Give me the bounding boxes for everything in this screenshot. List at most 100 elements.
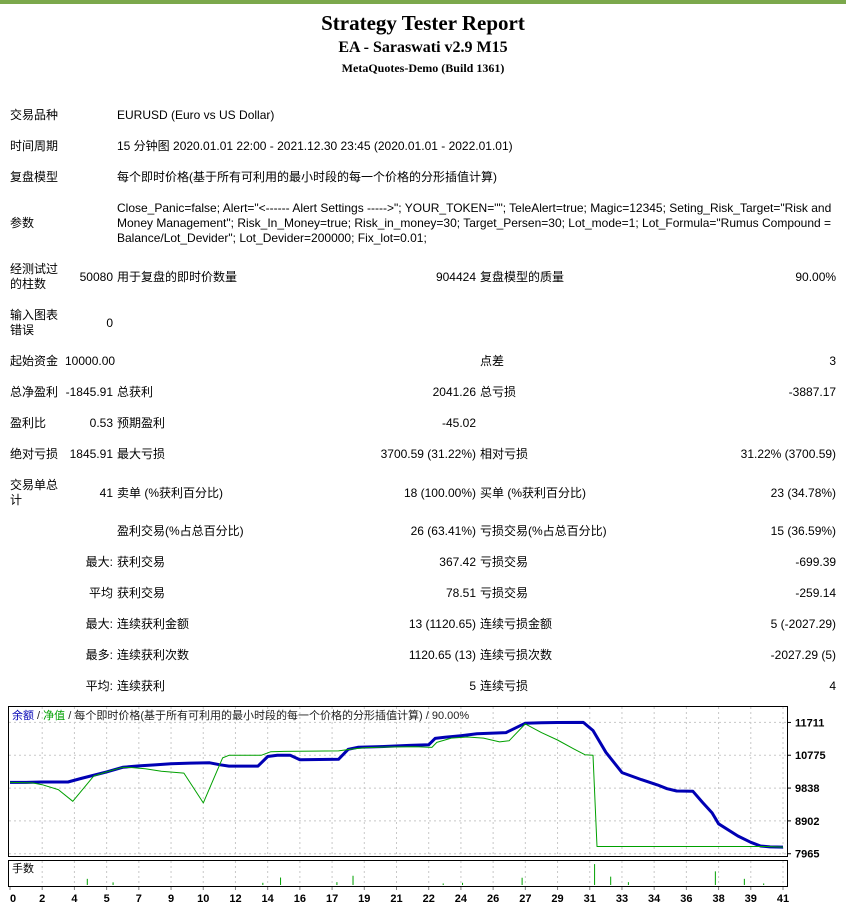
table-row: 总净盈利 -1845.91 总获利 2041.26 总亏损 -3887.17 (8, 377, 838, 408)
row-label (8, 609, 63, 640)
x-tick-label: 34 (648, 893, 661, 905)
x-tick-label: 17 (326, 893, 338, 905)
table-row: 平均 获利交易 78.51 亏损交易 -259.14 (8, 578, 838, 609)
metric-label: 最大亏损 (117, 447, 166, 461)
y-tick-label: 7965 (795, 849, 819, 861)
metric-label (478, 300, 728, 346)
table-row: 起始资金 10000.00 点差 3 (8, 346, 838, 377)
value-cell: 最大: (85, 617, 113, 631)
metric-label: 预期盈利 (117, 416, 166, 430)
value-cell: 平均 (88, 586, 113, 600)
value-cell (63, 193, 115, 254)
metric-label: EURUSD (Euro vs US Dollar) (117, 108, 275, 122)
value-cell: 最多: (85, 648, 113, 662)
value-cell (63, 516, 115, 547)
x-tick-label: 38 (712, 893, 724, 905)
metric-label: 连续亏损 (480, 679, 529, 693)
metric-label: 每个即时价格(基于所有可利用的最小时段的每一个价格的分形插值计算) (117, 170, 497, 184)
value-cell: 31.22% (3700.59) (740, 447, 837, 461)
plot-area (8, 706, 788, 857)
value-cell: 13 (1120.65) (408, 617, 476, 631)
row-label: 时间周期 (10, 139, 59, 153)
x-tick-label: 36 (680, 893, 692, 905)
metric-label: 买单 (%获利百分比) (480, 485, 586, 500)
x-tick-label: 9 (168, 893, 174, 905)
value-cell: 2041.26 (432, 385, 476, 399)
server-build: MetaQuotes-Demo (Build 1361) (341, 61, 505, 75)
value-cell: 23 (34.78%) (770, 485, 837, 500)
x-tick-label: 0 (10, 893, 16, 905)
balance-chart: 11711 10775 9838 8902 7965 0 2 4 5 7 9 10 12 14 16 17 19… (8, 706, 838, 906)
x-tick-label: 7 (136, 893, 142, 905)
x-tick-label: 21 (390, 893, 402, 905)
x-tick-label: 31 (584, 893, 596, 905)
table-row: 最多: 连续获利次数 1120.65 (13) 连续亏损次数 -2027.29 (5) (8, 640, 838, 671)
value-cell (728, 408, 838, 439)
table-row: 绝对亏损 1845.91 最大亏损 3700.59 (31.22%) 相对亏损 31.22… (8, 439, 838, 470)
table-row: 输入图表错误 0 (8, 300, 838, 346)
value-cell (370, 346, 478, 377)
metric-label: 亏损交易(%占总百分比) (480, 524, 607, 538)
metric-label: 连续获利金额 (117, 617, 190, 631)
metric-label: 连续亏损次数 (480, 648, 553, 662)
metric-label: 复盘模型的质量 (480, 269, 565, 284)
row-label (8, 516, 63, 547)
value-cell: 0.53 (89, 416, 113, 430)
value-cell (728, 300, 838, 346)
value-cell (370, 300, 478, 346)
value-cell: -699.39 (795, 555, 837, 569)
x-tick-label: 12 (229, 893, 241, 905)
x-tick-label: 29 (551, 893, 563, 905)
table-row: 经测试过的柱数 50080 用于复盘的即时价数量 904424 复盘模型的质量 90.00… (8, 254, 838, 300)
metric-label: 总获利 (117, 385, 154, 399)
value-cell: -2027.29 (5) (770, 648, 837, 662)
value-cell: 26 (63.41%) (410, 524, 476, 538)
row-label: 绝对亏损 (10, 447, 59, 461)
metric-label (115, 300, 370, 346)
report-page: Strategy Tester Report EA - Saraswati v2… (0, 4, 846, 906)
value-cell: 50080 (79, 269, 113, 284)
row-label: 参数 (10, 216, 35, 230)
row-label: 经测试过的柱数 (10, 262, 59, 291)
value-cell: 10000.00 (65, 354, 116, 368)
x-tick-label: 39 (745, 893, 757, 905)
value-cell: -1845.91 (65, 385, 113, 399)
report-title: Strategy Tester Report (321, 11, 525, 35)
x-tick-label: 14 (262, 893, 275, 905)
metric-label: 相对亏损 (480, 447, 529, 461)
y-tick-label: 10775 (795, 750, 826, 762)
value-cell: 平均: (85, 679, 113, 693)
metric-label (115, 346, 370, 377)
x-tick-label: 2 (39, 893, 45, 905)
value-cell: 3700.59 (31.22%) (380, 447, 476, 461)
value-cell (63, 131, 115, 162)
value-cell: -259.14 (795, 586, 837, 600)
ea-name: EA - Saraswati v2.9 M15 (338, 39, 508, 56)
value-cell: -45.02 (441, 416, 476, 430)
table-row: 交易单总计 41 卖单 (%获利百分比) 18 (100.00%) 买单 (%获利百分比… (8, 470, 838, 516)
row-label: 复盘模型 (10, 170, 59, 184)
value-cell: 904424 (435, 269, 476, 284)
x-tick-label: 33 (616, 893, 628, 905)
y-tick-label: 9838 (795, 783, 819, 795)
metric-label: 总亏损 (480, 385, 517, 399)
metric-label: 获利交易 (117, 586, 166, 600)
value-cell: 1120.65 (13) (408, 648, 476, 662)
x-tick-label: 22 (423, 893, 435, 905)
y-tick-label: 11711 (795, 717, 824, 729)
chart-legend: 余额 / 净值 / 每个即时价格(基于所有可利用的最小时段的每一个价格的分形插值… (12, 708, 469, 722)
metric-label: 获利交易 (117, 555, 166, 569)
metric-label: 连续获利 (117, 679, 166, 693)
table-row: 交易品种 EURUSD (Euro vs US Dollar) (8, 100, 838, 131)
row-label: 总净盈利 (10, 385, 59, 399)
table-row: 时间周期 15 分钟图 2020.01.01 22:00 - 2021.12.30… (8, 131, 838, 162)
row-label: 起始资金 (10, 354, 59, 368)
metric-label: 盈利交易(%占总百分比) (117, 524, 244, 538)
metric-label: Close_Panic=false; Alert="<------ Alert … (117, 201, 832, 245)
equity-line (9, 723, 784, 848)
metric-label: 用于复盘的即时价数量 (117, 269, 238, 284)
value-cell: 最大: (85, 555, 113, 569)
value-cell: 5 (-2027.29) (770, 617, 837, 631)
metric-label: 点差 (480, 354, 505, 368)
